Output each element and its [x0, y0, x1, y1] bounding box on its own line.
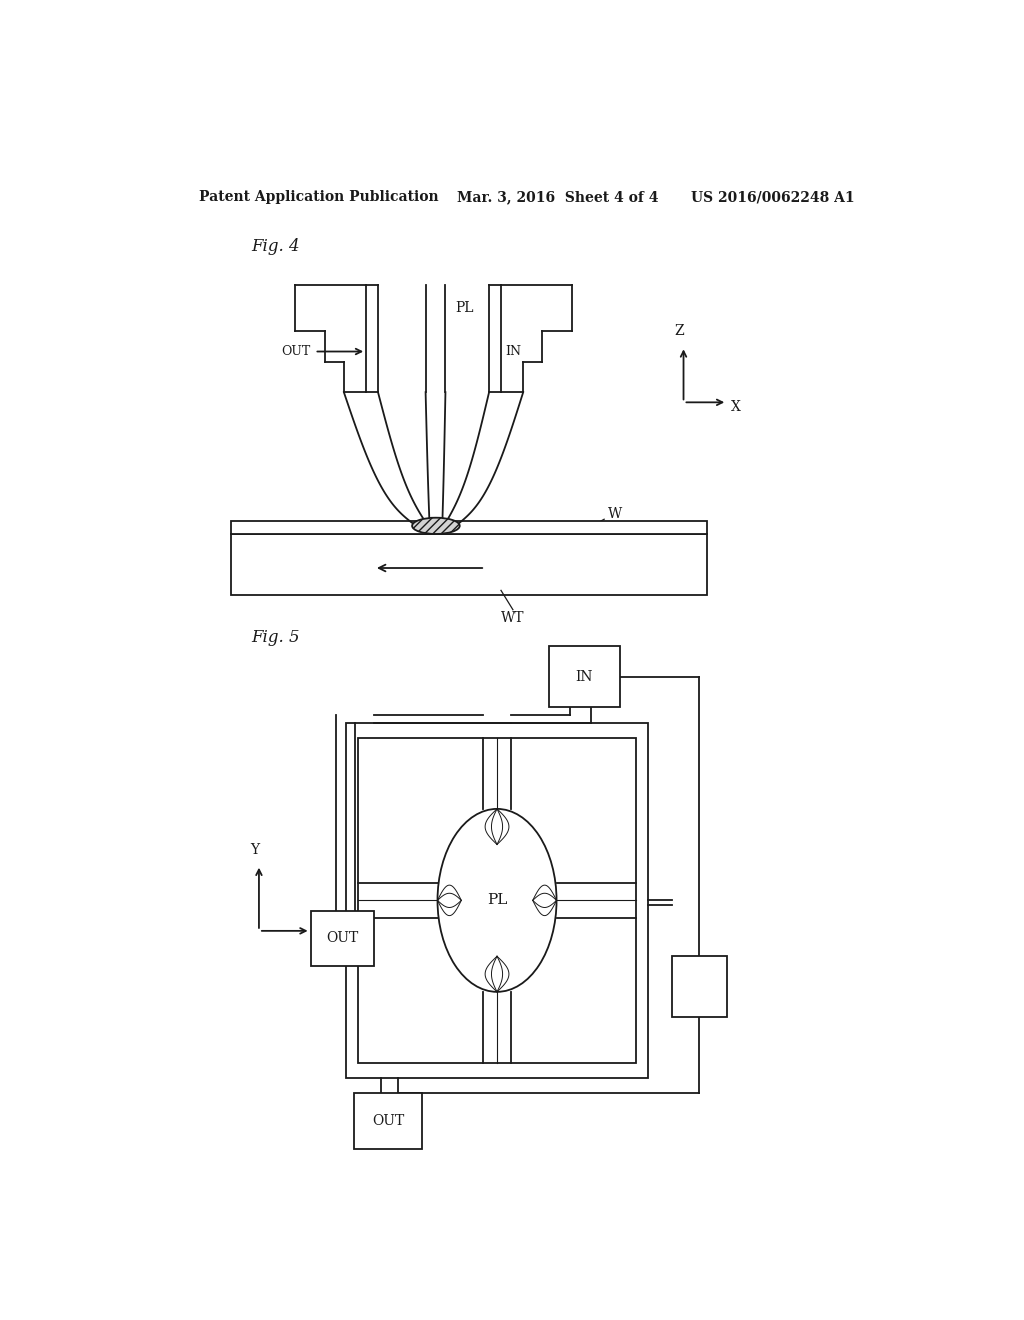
Ellipse shape: [412, 517, 460, 535]
Bar: [231, 535, 708, 595]
Text: OUT: OUT: [327, 932, 358, 945]
Text: IN: IN: [505, 345, 521, 358]
Ellipse shape: [437, 809, 557, 991]
Bar: [310, 911, 374, 966]
Text: Fig. 5: Fig. 5: [251, 630, 300, 647]
Text: PL: PL: [456, 301, 474, 315]
Text: X: X: [731, 400, 741, 414]
Text: WT: WT: [501, 611, 524, 624]
Text: OUT: OUT: [372, 1114, 404, 1129]
Text: Mar. 3, 2016  Sheet 4 of 4: Mar. 3, 2016 Sheet 4 of 4: [458, 190, 658, 205]
Text: US 2016/0062248 A1: US 2016/0062248 A1: [691, 190, 855, 205]
Bar: [346, 722, 648, 1078]
Text: Fig. 4: Fig. 4: [251, 238, 300, 255]
Text: PL: PL: [486, 894, 507, 907]
Text: Z: Z: [675, 325, 684, 338]
Bar: [672, 956, 727, 1018]
Bar: [549, 647, 621, 708]
Text: X: X: [314, 929, 325, 942]
Bar: [358, 738, 636, 1063]
Text: OUT: OUT: [282, 345, 310, 358]
Bar: [231, 521, 708, 535]
Text: W: W: [608, 507, 623, 521]
Text: IN: IN: [575, 669, 593, 684]
Text: Y: Y: [251, 842, 259, 857]
Bar: [354, 1093, 422, 1150]
Text: Patent Application Publication: Patent Application Publication: [200, 190, 439, 205]
